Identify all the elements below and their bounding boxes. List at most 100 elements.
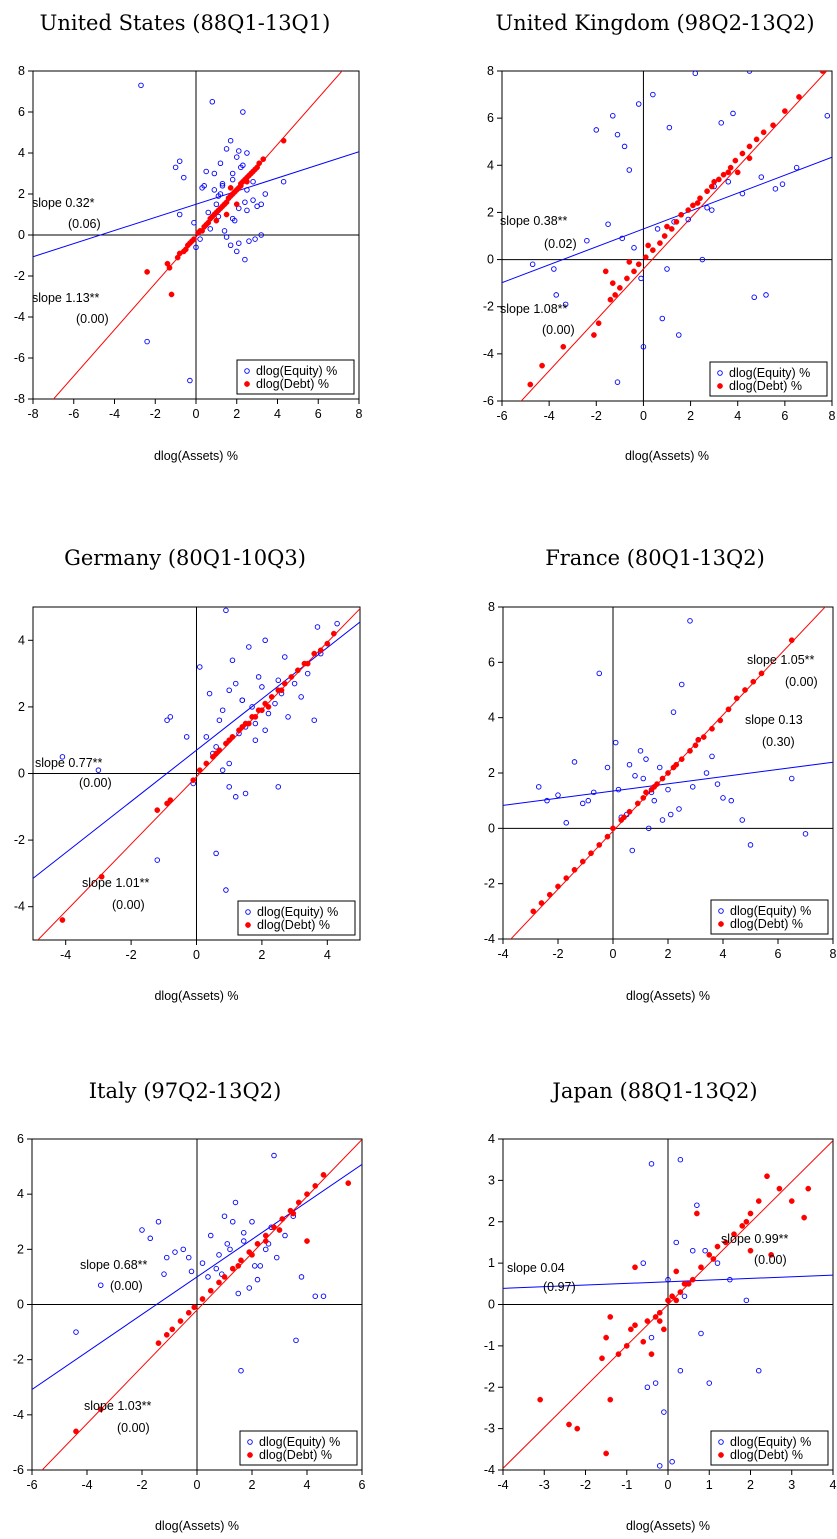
- debt-point: [304, 1238, 310, 1244]
- debt-point: [722, 1239, 729, 1246]
- debt-point: [623, 1343, 630, 1349]
- legend-debt-marker: [244, 381, 250, 387]
- y-tick-label: 2: [488, 766, 495, 780]
- x-tick-label: -2: [580, 1478, 591, 1492]
- chart-panel-3: Germany (80Q1-10Q3) -4 -2 0 2 4 -4 -2 0 2 4 dlog(As…: [14, 546, 361, 1003]
- equity-point: [221, 1213, 228, 1219]
- equity-point: [739, 817, 746, 823]
- x-axis-label: dlog(Assets) %: [626, 989, 710, 1003]
- equity-point: [172, 1249, 178, 1255]
- y-tick-label: 8: [18, 64, 25, 78]
- equity-point: [249, 1218, 255, 1225]
- y-tick-label: -6: [14, 351, 25, 365]
- x-tick-label: 6: [359, 1478, 366, 1492]
- debt-point: [648, 1351, 655, 1358]
- x-axis-label: dlog(Assets) %: [626, 1519, 710, 1533]
- y-tick-label: 4: [488, 711, 495, 725]
- equity-point: [180, 1246, 186, 1253]
- equity-point: [694, 1202, 700, 1208]
- debt-point: [268, 694, 275, 700]
- debt-slope-label: slope 1.08**: [500, 302, 568, 316]
- equity-point: [743, 1297, 750, 1304]
- debt-point: [591, 332, 597, 338]
- x-tick-label: -8: [27, 407, 38, 421]
- equity-point: [311, 717, 317, 723]
- equity-pvalue-label: (0.06): [68, 217, 101, 231]
- plot-area: [502, 71, 832, 401]
- debt-point: [678, 211, 684, 218]
- debt-point: [673, 1268, 680, 1275]
- debt-point: [609, 280, 616, 286]
- debt-point: [276, 1227, 283, 1233]
- plot-area: [32, 1139, 362, 1470]
- y-tick-label: -4: [484, 932, 495, 946]
- equity-point: [596, 670, 603, 677]
- y-tick-label: 3: [488, 1173, 495, 1187]
- equity-pvalue-label: (0.00): [110, 1279, 143, 1293]
- debt-point: [760, 129, 767, 136]
- legend-equity-label: dlog(Equity) %: [730, 1435, 811, 1449]
- debt-point: [717, 717, 724, 724]
- debt-point: [640, 1338, 647, 1345]
- x-tick-label: -4: [60, 948, 71, 962]
- equity-point: [223, 146, 230, 152]
- debt-point: [324, 640, 331, 647]
- equity-point: [563, 820, 570, 826]
- debt-point: [604, 833, 611, 840]
- legend: dlog(Equity) %dlog(Debt) %: [239, 1430, 358, 1466]
- debt-point: [213, 750, 219, 757]
- equity-point: [219, 707, 226, 713]
- debt-point: [631, 268, 637, 275]
- equity-point: [613, 739, 619, 746]
- debt-point: [182, 246, 189, 253]
- debt-point: [226, 737, 233, 744]
- equity-point: [183, 734, 190, 740]
- equity-point: [242, 199, 248, 205]
- chart-title: United States (88Q1-13Q1): [40, 11, 331, 35]
- debt-point: [725, 706, 732, 713]
- equity-point: [553, 292, 559, 298]
- debt-point: [664, 223, 670, 230]
- legend-equity-marker: [718, 1439, 724, 1445]
- equity-point: [242, 256, 248, 263]
- y-tick-label: 0: [17, 1298, 24, 1312]
- equity-point: [229, 176, 236, 183]
- debt-point: [154, 807, 161, 813]
- equity-point: [699, 256, 706, 263]
- legend-box: [710, 899, 829, 935]
- debt-point: [155, 1340, 162, 1346]
- y-tick-label: 6: [18, 105, 25, 119]
- x-tick-label: -4: [544, 409, 555, 423]
- x-tick-label: 8: [829, 409, 836, 423]
- debt-pvalue-label: (0.00): [542, 323, 575, 337]
- plot-area: [503, 1140, 833, 1469]
- debt-point: [635, 261, 642, 268]
- y-tick-label: 8: [488, 600, 495, 614]
- debt-point: [694, 1210, 700, 1217]
- legend-debt-label: dlog(Debt) %: [729, 379, 802, 393]
- debt-point: [539, 362, 545, 369]
- legend-debt-marker: [247, 1452, 253, 1458]
- debt-point: [216, 1279, 222, 1286]
- equity-point: [666, 124, 673, 131]
- debt-point: [665, 770, 671, 776]
- debt-point: [207, 1287, 214, 1294]
- debt-point: [643, 789, 649, 796]
- equity-point: [240, 1238, 247, 1244]
- y-tick-label: -2: [484, 877, 495, 891]
- equity-point: [747, 842, 754, 848]
- x-tick-label: 2: [258, 948, 265, 962]
- debt-point: [632, 1264, 638, 1271]
- equity-point: [763, 292, 769, 298]
- equity-point: [714, 781, 721, 787]
- debt-point: [97, 1406, 104, 1413]
- y-tick-label: 2: [18, 187, 25, 201]
- debt-point: [191, 236, 197, 242]
- debt-point: [607, 296, 614, 303]
- equity-point: [320, 1293, 327, 1299]
- debt-point: [732, 157, 739, 164]
- equity-point: [282, 654, 288, 660]
- equity-point: [282, 1232, 288, 1239]
- equity-point: [246, 238, 252, 244]
- equity-slope-label: slope 0.13: [745, 713, 803, 727]
